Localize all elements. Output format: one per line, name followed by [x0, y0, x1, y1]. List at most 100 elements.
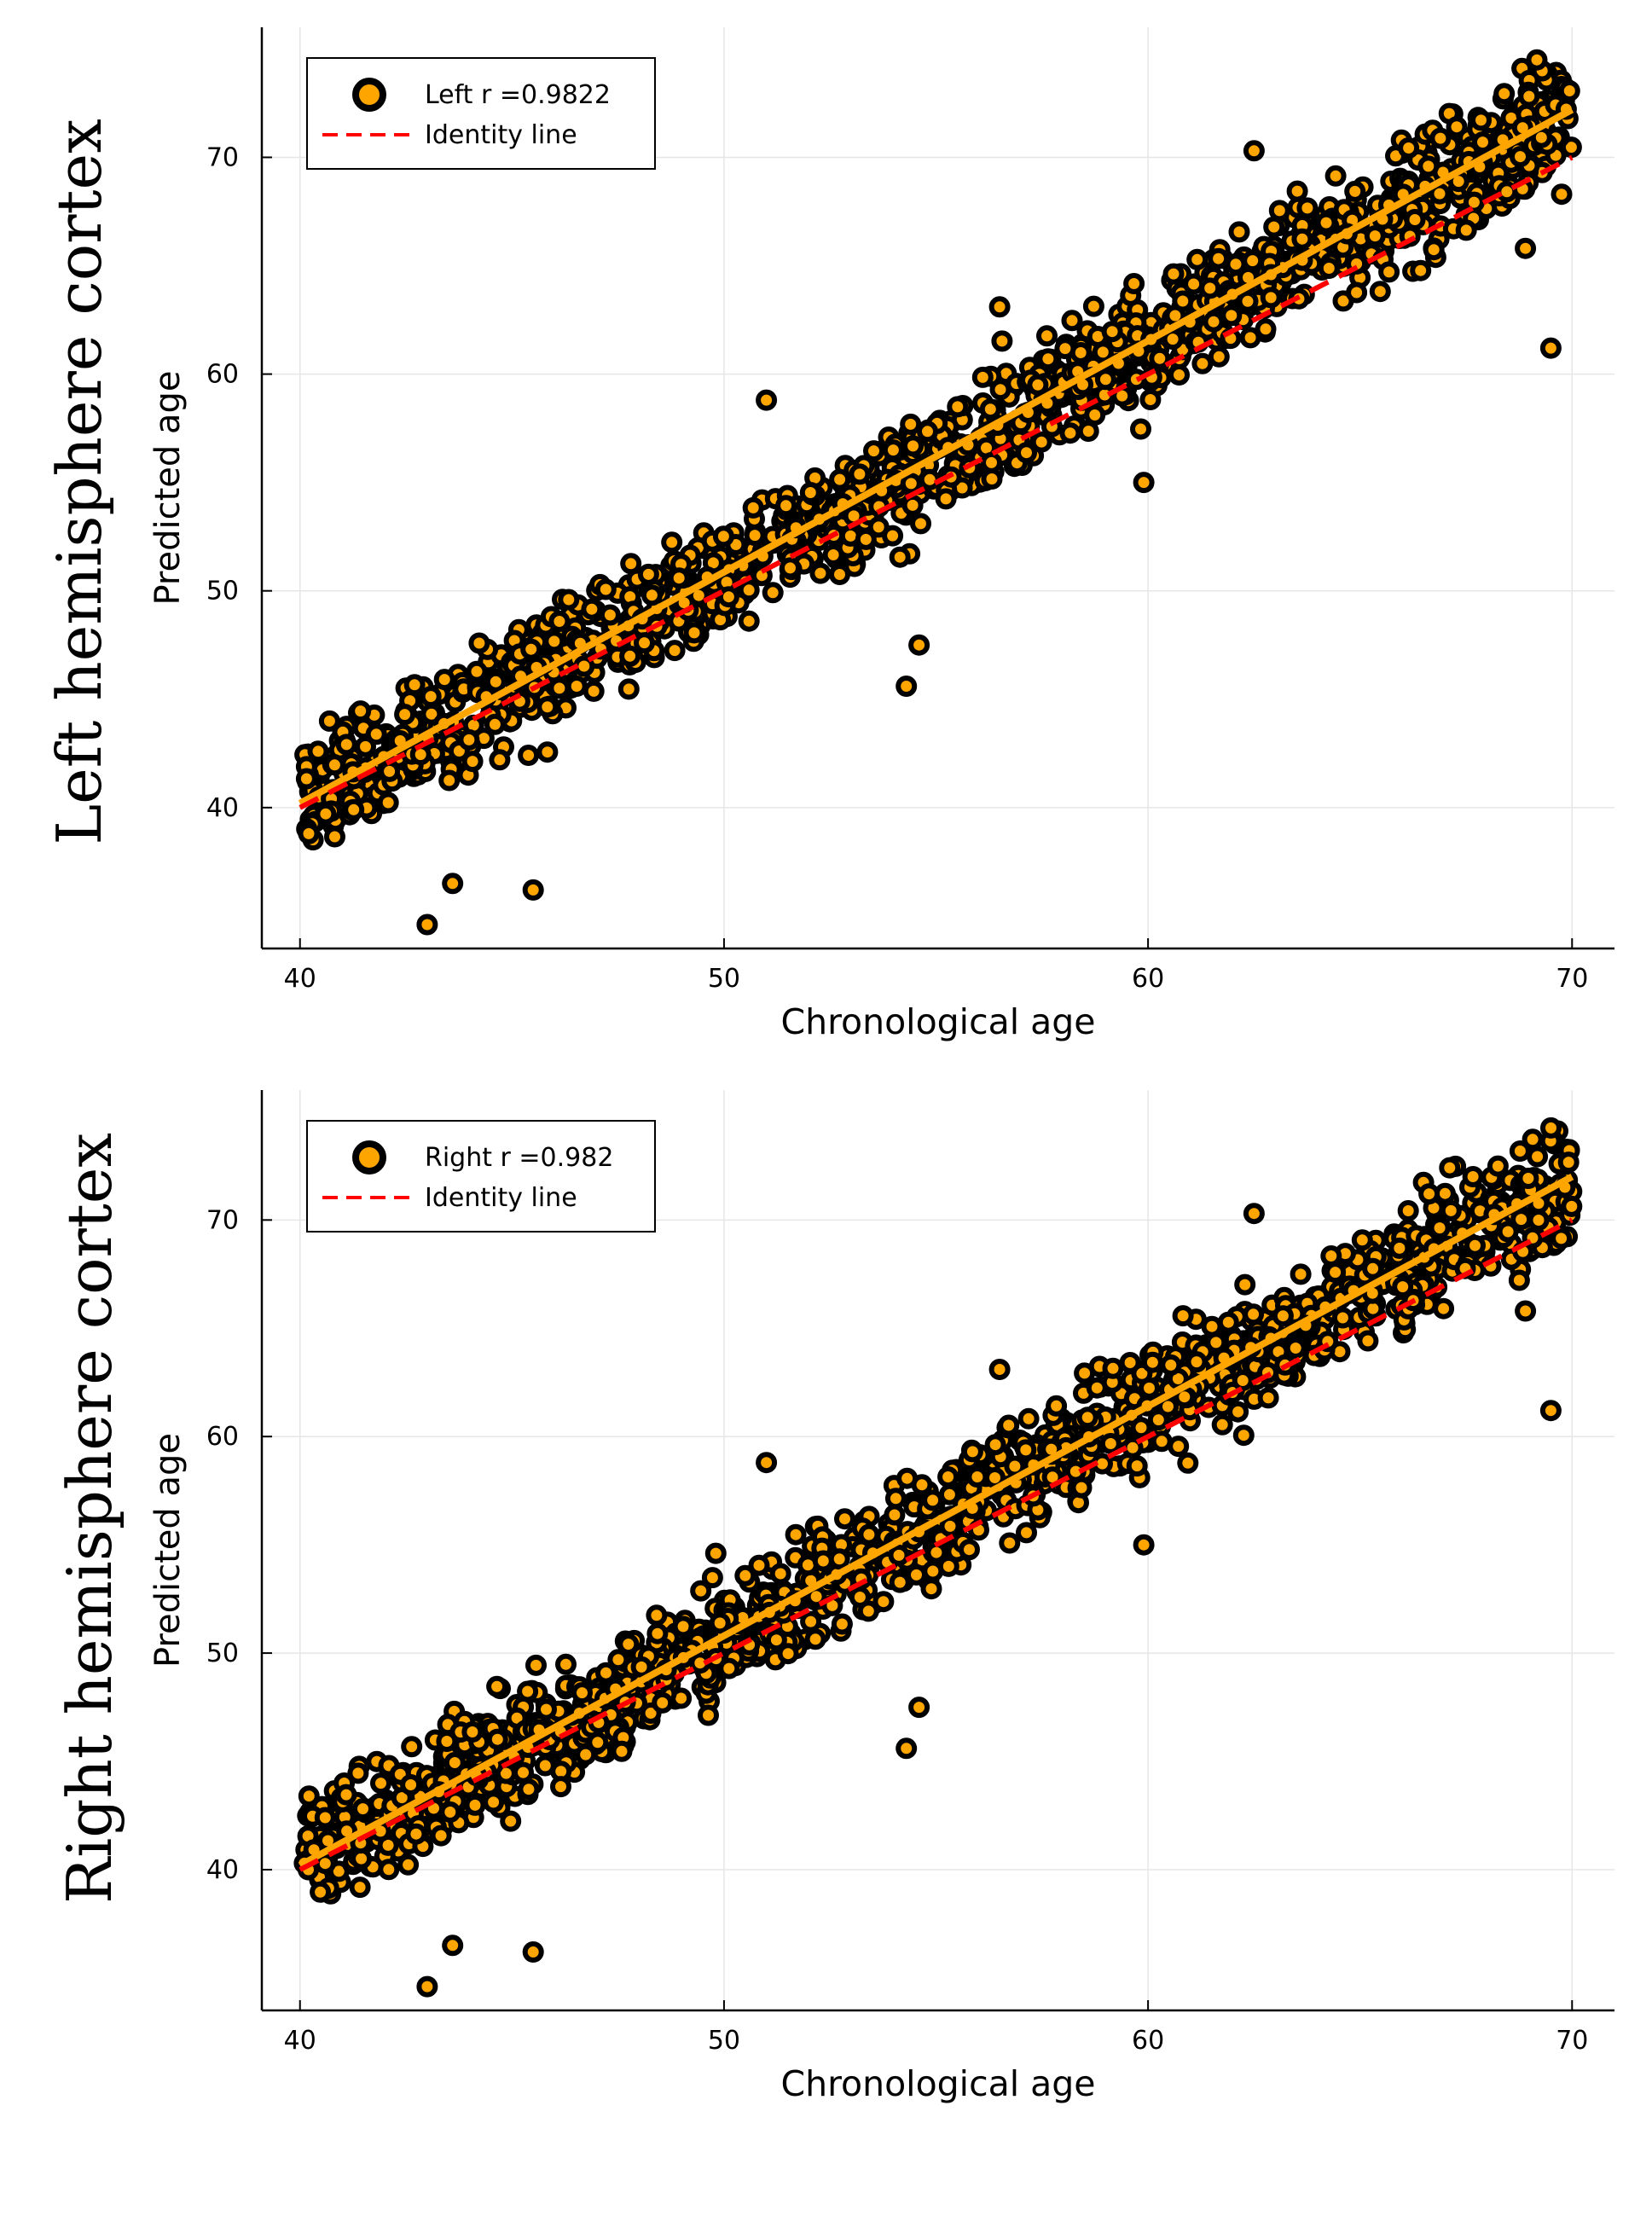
data-point: [1290, 1263, 1312, 1285]
data-point: [799, 482, 821, 503]
data-point: [1423, 239, 1445, 261]
data-point: [922, 1489, 944, 1511]
data-point: [1172, 1305, 1194, 1327]
data-point: [652, 1691, 674, 1714]
data-point: [1522, 1128, 1544, 1151]
legend-label-identity: Identity line: [425, 1183, 577, 1213]
data-point: [394, 704, 416, 726]
data-point: [959, 1539, 980, 1561]
legend-marker: [352, 78, 386, 112]
data-point: [343, 798, 365, 821]
identity-line: [299, 154, 1574, 810]
data-point: [991, 330, 1013, 352]
data-point: [1446, 116, 1468, 138]
data-point: [1015, 1439, 1037, 1461]
data-point: [1392, 1276, 1414, 1298]
data-point: [458, 728, 480, 751]
data-point: [1203, 310, 1225, 333]
data-point: [1185, 1351, 1208, 1373]
y-tick-label: 60: [206, 1422, 239, 1452]
data-point: [1417, 155, 1440, 177]
data-point: [349, 1876, 371, 1899]
data-point: [906, 1563, 927, 1586]
data-point: [888, 1544, 910, 1566]
data-point: [917, 421, 938, 443]
data-point: [1243, 1303, 1265, 1325]
data-point: [1346, 281, 1368, 304]
data-point: [1429, 127, 1452, 149]
data-point: [1320, 1245, 1342, 1267]
data-point: [822, 544, 844, 566]
y-axis-label: Predicted age: [148, 1433, 188, 1668]
data-point: [908, 1697, 930, 1719]
data-point: [525, 1654, 547, 1676]
data-point: [1242, 250, 1264, 272]
data-point: [1133, 472, 1155, 494]
data-point: [762, 582, 784, 604]
data-point: [855, 528, 877, 550]
data-point: [1092, 341, 1114, 363]
data-point: [438, 769, 461, 792]
data-point: [1257, 1387, 1279, 1409]
data-point: [1455, 219, 1477, 241]
data-point: [548, 677, 571, 699]
data-point: [352, 1798, 374, 1820]
data-point: [1133, 1534, 1155, 1556]
data-point: [981, 451, 1002, 473]
x-tick-label: 60: [1132, 964, 1164, 994]
data-point: [314, 1807, 336, 1829]
data-point: [701, 1567, 723, 1589]
data-point: [979, 398, 1001, 421]
data-point: [416, 914, 438, 936]
data-point: [397, 1853, 420, 1876]
data-point: [748, 1554, 770, 1576]
data-point: [1518, 85, 1540, 107]
data-point: [409, 744, 432, 766]
data-point: [998, 1414, 1020, 1436]
data-point: [1296, 197, 1319, 219]
data-point: [900, 473, 922, 495]
data-point: [857, 1600, 879, 1622]
x-axis-label: Chronological age: [780, 2063, 1095, 2104]
data-point: [1199, 277, 1221, 299]
data-point: [1082, 295, 1104, 317]
data-point: [1324, 165, 1347, 187]
data-point: [1232, 1370, 1254, 1391]
legend-label-scatter: Right r =0.982: [425, 1143, 613, 1173]
data-point: [641, 584, 663, 606]
data-point: [1260, 287, 1282, 309]
data-point: [318, 710, 340, 732]
data-point: [966, 1466, 988, 1488]
data-point: [896, 676, 918, 697]
data-point: [347, 1762, 369, 1784]
data-point: [777, 1643, 799, 1665]
data-point: [1540, 1117, 1562, 1139]
data-point: [611, 1740, 633, 1762]
data-point: [1208, 247, 1230, 270]
panel-left: 40 50 60 70 40 50 60 70 Chronological age Predict…: [43, 27, 1614, 1042]
data-point: [1211, 1413, 1233, 1436]
data-point: [536, 696, 559, 718]
x-tick-label: 50: [708, 2026, 740, 2056]
data-point: [486, 1728, 508, 1750]
data-point: [937, 1466, 959, 1488]
data-point: [1515, 237, 1537, 259]
data-point: [1168, 364, 1190, 386]
data-point: [1364, 225, 1386, 247]
data-point: [742, 496, 764, 519]
data-point: [1036, 325, 1058, 347]
data-point: [1509, 1140, 1531, 1162]
data-point: [1557, 1151, 1580, 1174]
data-point: [442, 873, 464, 895]
data-point: [1255, 318, 1277, 340]
data-point: [780, 557, 801, 579]
data-point: [548, 611, 571, 632]
data-point: [1232, 1424, 1255, 1447]
data-point: [484, 670, 507, 693]
data-point: [1551, 1227, 1573, 1250]
x-tick-label: 40: [284, 964, 316, 994]
data-point: [1561, 1195, 1583, 1217]
data-point: [594, 578, 617, 600]
data-point: [1016, 442, 1037, 464]
x-tick-label: 60: [1132, 2026, 1164, 2056]
